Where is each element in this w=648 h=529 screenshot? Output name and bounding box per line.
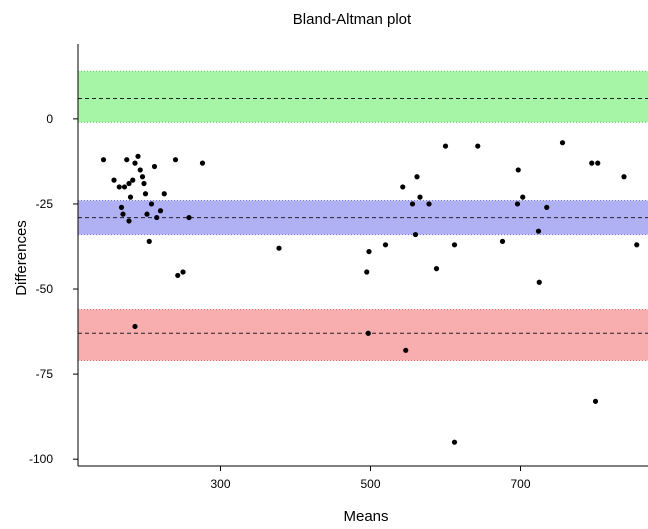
data-point-24 xyxy=(132,323,138,330)
y-tick-label-4: -100 xyxy=(29,452,53,466)
x-tick-label-0: 300 xyxy=(210,477,230,491)
data-point-26 xyxy=(175,272,181,279)
data-point-41 xyxy=(442,143,449,149)
data-point-39 xyxy=(426,201,432,207)
x-tick-label-1: 500 xyxy=(360,477,380,491)
data-point-52 xyxy=(544,204,550,210)
x-axis-label: Means xyxy=(343,508,388,525)
band-0 xyxy=(78,71,648,123)
data-point-21 xyxy=(161,191,167,197)
data-point-50 xyxy=(536,279,542,285)
y-tick-label-1: -25 xyxy=(36,197,54,211)
data-point-49 xyxy=(520,194,526,200)
data-point-17 xyxy=(148,201,155,207)
data-point-2 xyxy=(116,184,122,190)
data-point-30 xyxy=(276,245,282,251)
data-point-18 xyxy=(151,163,158,170)
data-point-58 xyxy=(592,398,599,404)
data-point-36 xyxy=(412,231,419,238)
data-point-11 xyxy=(137,167,143,173)
data-point-42 xyxy=(365,330,371,336)
data-point-51 xyxy=(535,228,542,234)
data-point-32 xyxy=(366,248,372,255)
y-tick-label-2: -50 xyxy=(36,282,54,296)
data-point-1 xyxy=(111,177,117,183)
band-2 xyxy=(78,309,648,361)
data-point-13 xyxy=(141,180,147,187)
data-point-31 xyxy=(364,269,370,275)
data-point-48 xyxy=(514,201,521,207)
data-point-35 xyxy=(409,201,416,207)
data-point-47 xyxy=(515,167,521,173)
data-point-43 xyxy=(403,347,409,353)
data-point-54 xyxy=(589,160,595,166)
data-point-59 xyxy=(451,439,458,445)
data-point-53 xyxy=(559,140,566,146)
data-point-45 xyxy=(475,143,481,149)
data-point-19 xyxy=(154,214,160,221)
data-point-10 xyxy=(135,153,141,159)
y-axis: 0 -25 -50 -75 -100 xyxy=(29,44,79,466)
data-point-7 xyxy=(127,194,134,200)
points-layer xyxy=(100,140,640,445)
data-point-20 xyxy=(157,208,164,214)
data-point-57 xyxy=(634,242,640,248)
data-point-0 xyxy=(100,157,107,163)
data-point-22 xyxy=(120,211,126,217)
data-point-55 xyxy=(595,160,601,166)
data-point-9 xyxy=(132,160,138,166)
y-tick-label-0: 0 xyxy=(46,112,53,126)
data-point-4 xyxy=(121,184,128,190)
bands-layer xyxy=(78,70,648,361)
data-point-15 xyxy=(144,211,150,217)
data-point-28 xyxy=(186,214,192,221)
data-point-25 xyxy=(172,157,179,163)
data-point-16 xyxy=(146,238,152,244)
data-point-33 xyxy=(382,242,389,248)
data-point-3 xyxy=(118,204,125,210)
data-point-12 xyxy=(139,174,146,180)
chart-title: Bland-Altman plot xyxy=(293,11,412,28)
data-point-44 xyxy=(451,242,458,248)
data-point-23 xyxy=(126,218,132,224)
data-point-56 xyxy=(621,174,627,180)
y-axis-label: Differences xyxy=(13,220,30,296)
data-point-38 xyxy=(417,194,423,200)
data-point-27 xyxy=(180,269,186,275)
data-point-40 xyxy=(433,266,440,272)
data-point-46 xyxy=(499,238,506,244)
data-point-29 xyxy=(199,160,206,166)
data-point-14 xyxy=(142,191,149,197)
data-point-37 xyxy=(414,174,420,180)
y-tick-label-3: -75 xyxy=(36,367,54,381)
x-axis: 300 500 700 xyxy=(78,465,648,491)
data-point-6 xyxy=(126,180,132,187)
data-point-34 xyxy=(400,184,406,190)
data-point-5 xyxy=(124,157,130,163)
x-tick-label-2: 700 xyxy=(510,477,530,491)
data-point-8 xyxy=(130,177,136,183)
